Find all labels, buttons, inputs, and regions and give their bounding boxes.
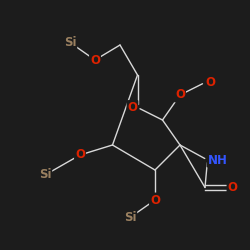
Text: Si: Si (39, 168, 51, 181)
Text: O: O (205, 76, 215, 89)
Text: O: O (75, 148, 85, 162)
Text: O: O (150, 194, 160, 206)
Text: Si: Si (124, 211, 136, 224)
Text: O: O (128, 101, 138, 114)
Text: O: O (90, 54, 100, 66)
Text: O: O (175, 88, 185, 102)
Text: NH: NH (208, 154, 228, 166)
Text: O: O (228, 181, 237, 194)
Text: Si: Si (64, 36, 76, 49)
